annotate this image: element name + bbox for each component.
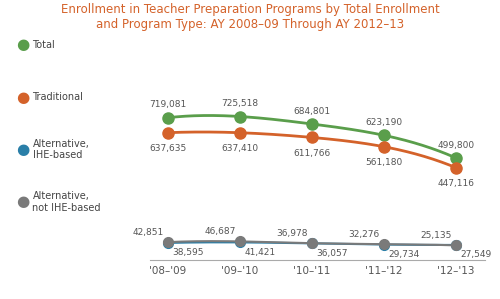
Text: ●: ● bbox=[16, 142, 29, 157]
Text: 36,978: 36,978 bbox=[276, 229, 308, 238]
Text: Alternative,
IHE-based: Alternative, IHE-based bbox=[32, 139, 90, 160]
Text: 637,410: 637,410 bbox=[222, 144, 258, 153]
Text: 623,190: 623,190 bbox=[366, 118, 403, 127]
Text: 637,635: 637,635 bbox=[150, 144, 186, 153]
Text: 447,116: 447,116 bbox=[438, 179, 474, 188]
Text: 42,851: 42,851 bbox=[132, 228, 164, 237]
Text: ●: ● bbox=[16, 194, 29, 209]
Text: 611,766: 611,766 bbox=[294, 149, 331, 158]
Text: 32,276: 32,276 bbox=[348, 230, 380, 239]
Text: 25,135: 25,135 bbox=[420, 231, 452, 240]
Text: 725,518: 725,518 bbox=[222, 99, 258, 108]
Text: 27,549: 27,549 bbox=[460, 251, 492, 260]
Text: Traditional: Traditional bbox=[32, 92, 84, 102]
Text: 29,734: 29,734 bbox=[388, 250, 420, 259]
Text: 561,180: 561,180 bbox=[366, 158, 403, 167]
Text: 38,595: 38,595 bbox=[172, 248, 204, 257]
Text: ●: ● bbox=[16, 37, 29, 52]
Text: ●: ● bbox=[16, 90, 29, 105]
Text: Alternative,
not IHE-based: Alternative, not IHE-based bbox=[32, 191, 101, 213]
Text: Total: Total bbox=[32, 40, 55, 50]
Text: 46,687: 46,687 bbox=[204, 227, 236, 236]
Text: 41,421: 41,421 bbox=[244, 248, 276, 257]
Text: 36,057: 36,057 bbox=[316, 249, 348, 258]
Text: 684,801: 684,801 bbox=[294, 107, 331, 116]
Text: Enrollment in Teacher Preparation Programs by Total Enrollment
and Program Type:: Enrollment in Teacher Preparation Progra… bbox=[60, 3, 440, 31]
Text: 719,081: 719,081 bbox=[150, 100, 186, 109]
Text: 499,800: 499,800 bbox=[438, 141, 474, 150]
